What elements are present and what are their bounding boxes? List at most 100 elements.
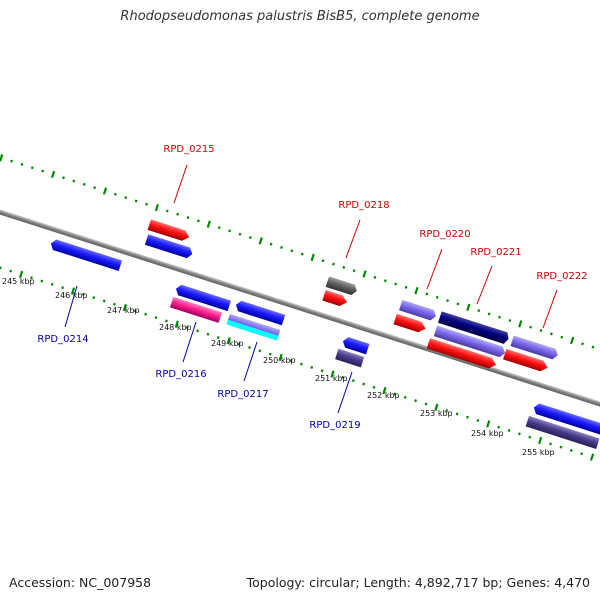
gene-right-blue[interactable] xyxy=(532,402,600,435)
gene-RPD_0222[interactable] xyxy=(510,335,559,360)
minor-tick xyxy=(228,229,231,233)
kbp-label: 253 kbp xyxy=(420,409,453,418)
accession-text: Accession: NC_007958 xyxy=(9,575,152,590)
label-RPD_0220[interactable]: RPD_0220 xyxy=(419,229,470,240)
kbp-label: 255 kbp xyxy=(522,448,555,457)
gene-RPD_0220-red[interactable] xyxy=(393,313,428,334)
minor-tick xyxy=(237,342,241,346)
kbp-label: 250 kbp xyxy=(263,356,296,365)
major-tick xyxy=(538,436,543,445)
leader-RPD_0215 xyxy=(173,164,188,204)
minor-tick xyxy=(549,442,552,446)
minor-tick xyxy=(217,226,221,230)
minor-tick xyxy=(560,335,564,339)
gene-RPD_0220[interactable] xyxy=(399,299,438,322)
gene-RPD_0218[interactable] xyxy=(322,289,348,308)
kbp-label: 247 kbp xyxy=(107,306,140,315)
major-tick xyxy=(70,287,76,295)
label-RPD_0216[interactable]: RPD_0216 xyxy=(155,369,206,380)
major-tick xyxy=(154,203,160,212)
major-tick xyxy=(434,403,439,411)
minor-tick xyxy=(165,209,169,213)
major-tick xyxy=(18,270,24,279)
gene-RPD_0219[interactable] xyxy=(335,348,365,368)
minor-tick xyxy=(507,429,511,433)
gene-RPD_0221-lav[interactable] xyxy=(433,325,507,359)
minor-tick xyxy=(248,346,251,349)
minor-tick xyxy=(539,329,543,333)
minor-tick xyxy=(113,192,117,196)
minor-tick xyxy=(414,399,417,403)
minor-tick xyxy=(435,295,439,299)
minor-tick xyxy=(176,212,180,216)
label-RPD_0221[interactable]: RPD_0221 xyxy=(470,247,521,258)
minor-tick xyxy=(186,216,190,220)
leader-RPD_0217 xyxy=(243,341,258,382)
leader-RPD_0222 xyxy=(542,289,558,329)
major-tick xyxy=(102,187,108,195)
kbp-label: 254 kbp xyxy=(471,429,504,438)
label-RPD_0219[interactable]: RPD_0219 xyxy=(309,420,360,431)
major-tick xyxy=(382,386,387,395)
gene-RPD_0221-red[interactable] xyxy=(426,338,498,370)
gene-RPD_0214[interactable] xyxy=(49,238,123,271)
kbp-label: 249 kbp xyxy=(211,339,244,348)
minor-tick xyxy=(445,409,449,413)
label-RPD_0218[interactable]: RPD_0218 xyxy=(338,200,389,211)
minor-tick xyxy=(351,379,355,383)
leader-RPD_0216 xyxy=(182,321,197,363)
minor-tick xyxy=(581,342,584,346)
minor-tick xyxy=(559,445,563,449)
minor-tick xyxy=(580,452,584,456)
minor-tick xyxy=(280,245,283,249)
minor-tick xyxy=(102,299,106,303)
minor-tick xyxy=(258,349,262,353)
label-RPD_0215[interactable]: RPD_0215 xyxy=(163,144,214,155)
gene-RPD_0217-blue[interactable] xyxy=(234,300,286,326)
minor-tick xyxy=(93,186,97,190)
gene-RPD_0222-red[interactable] xyxy=(503,348,549,373)
gene-RPD_0219-blue[interactable] xyxy=(341,336,370,355)
inner-tick-track xyxy=(0,266,595,461)
label-RPD_0217[interactable]: RPD_0217 xyxy=(217,389,268,400)
leader-RPD_0218 xyxy=(345,219,361,259)
gene-RPD_0218-gray[interactable] xyxy=(325,276,359,296)
kbp-label: 252 kbp xyxy=(367,391,400,400)
minor-tick xyxy=(30,166,34,170)
minor-tick xyxy=(30,276,33,280)
major-tick xyxy=(362,270,367,278)
minor-tick xyxy=(477,309,481,313)
minor-tick xyxy=(134,199,138,203)
gene-RPD_0216[interactable] xyxy=(170,296,222,323)
minor-tick xyxy=(528,435,532,439)
gene-RPD_0216-blue[interactable] xyxy=(174,284,231,312)
gene-RPD_0215-upper[interactable] xyxy=(144,234,194,259)
gene-RPD_0221[interactable] xyxy=(438,311,510,344)
label-RPD_0222[interactable]: RPD_0222 xyxy=(536,271,587,282)
minor-tick xyxy=(456,302,460,306)
major-tick xyxy=(50,170,56,179)
genome-summary-text: Topology: circular; Length: 4,892,717 bp… xyxy=(246,575,590,590)
minor-tick xyxy=(206,332,210,336)
minor-tick xyxy=(425,292,429,296)
minor-tick xyxy=(331,262,335,266)
kbp-label: 245 kbp xyxy=(2,277,35,286)
minor-tick xyxy=(124,196,128,200)
major-tick xyxy=(518,320,523,328)
minor-tick xyxy=(320,369,324,373)
minor-tick xyxy=(72,179,76,183)
minor-tick xyxy=(10,159,13,163)
minor-tick xyxy=(216,336,220,339)
gene-right-slate[interactable] xyxy=(525,415,600,449)
minor-tick xyxy=(476,419,480,423)
label-RPD_0214[interactable]: RPD_0214 xyxy=(37,334,88,345)
major-tick xyxy=(414,286,419,295)
major-tick xyxy=(486,420,491,428)
gene-RPD_0215[interactable] xyxy=(147,219,191,242)
kbp-label: 251 kbp xyxy=(315,374,348,383)
minor-tick xyxy=(113,302,116,306)
minor-tick xyxy=(372,385,376,389)
gene-RPD_0217[interactable] xyxy=(226,313,281,341)
major-tick xyxy=(330,370,335,378)
